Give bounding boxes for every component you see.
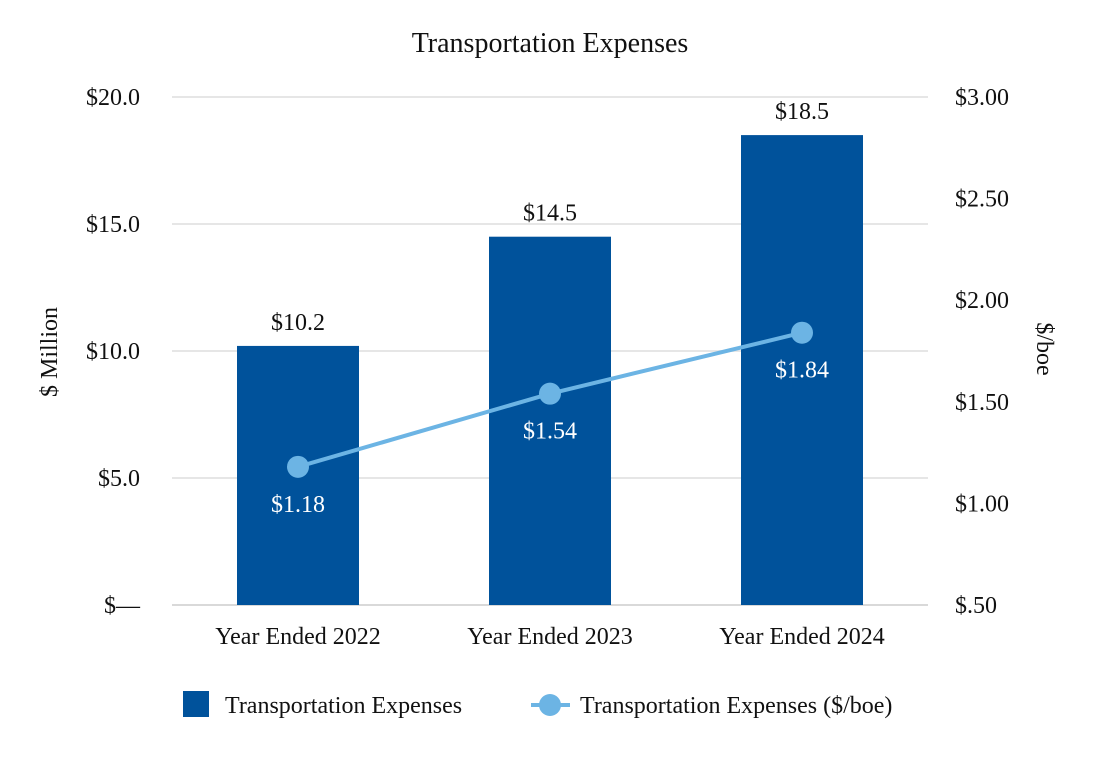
right-axis-label: $/boe — [1031, 322, 1057, 375]
legend-item-bars: Transportation Expenses — [183, 691, 462, 719]
left-tick-label: $15.0 — [86, 212, 140, 238]
legend-line-label: Transportation Expenses ($/boe) — [580, 693, 892, 719]
category-labels: Year Ended 2022 Year Ended 2023 Year Ended… — [215, 624, 885, 650]
bar-value-label: $10.2 — [271, 310, 325, 336]
left-tick-label: $5.0 — [98, 466, 140, 492]
right-tick-label: $3.00 — [955, 85, 1009, 111]
right-tick-label: $1.50 — [955, 390, 1009, 416]
legend-bar-swatch — [183, 691, 209, 717]
legend-item-line: Transportation Expenses ($/boe) — [531, 693, 892, 719]
right-tick-label: $2.50 — [955, 187, 1009, 213]
legend-line-marker — [539, 694, 561, 716]
left-axis-ticks: $— $5.0 $10.0 $15.0 $20.0 — [86, 85, 141, 619]
right-tick-label: $2.00 — [955, 288, 1009, 314]
left-axis-label: $ Million — [37, 307, 63, 397]
line-point — [791, 321, 813, 344]
line-value-label: $1.18 — [271, 492, 325, 518]
bar-series — [237, 135, 863, 605]
legend-bar-label: Transportation Expenses — [225, 693, 462, 719]
left-tick-label: $— — [104, 593, 141, 619]
bar — [741, 135, 863, 605]
line-point — [539, 382, 561, 405]
bar-value-label: $14.5 — [523, 201, 577, 227]
right-tick-label: $.50 — [955, 593, 997, 619]
left-tick-label: $10.0 — [86, 339, 140, 365]
left-tick-label: $20.0 — [86, 85, 140, 111]
category-label: Year Ended 2024 — [719, 624, 885, 650]
line-series — [287, 321, 813, 478]
chart-title: Transportation Expenses — [412, 28, 689, 59]
line-value-label: $1.84 — [775, 358, 829, 384]
bar-value-labels: $10.2 $14.5 $18.5 — [271, 99, 829, 336]
right-tick-label: $1.00 — [955, 491, 1009, 517]
line-value-label: $1.54 — [523, 419, 577, 445]
category-label: Year Ended 2023 — [467, 624, 633, 650]
category-label: Year Ended 2022 — [215, 624, 381, 650]
legend: Transportation Expenses Transportation E… — [183, 691, 892, 719]
line-value-labels: $1.18 $1.54 $1.84 — [271, 358, 829, 518]
line-point — [287, 455, 309, 478]
right-axis-ticks: $.50 $1.00 $1.50 $2.00 $2.50 $3.00 — [955, 85, 1009, 619]
bar — [489, 236, 611, 605]
bar-value-label: $18.5 — [775, 99, 829, 125]
